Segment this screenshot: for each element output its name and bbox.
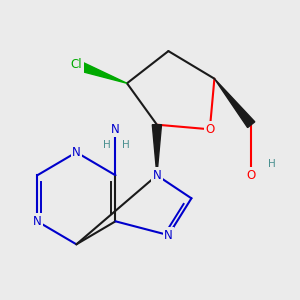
Polygon shape — [75, 60, 127, 83]
Text: N: N — [72, 146, 81, 159]
Polygon shape — [214, 79, 255, 128]
Text: Cl: Cl — [70, 58, 82, 71]
Polygon shape — [152, 125, 161, 175]
Text: H: H — [122, 140, 130, 150]
Text: H: H — [103, 140, 111, 150]
Text: O: O — [247, 169, 256, 182]
Text: N: N — [164, 229, 173, 242]
Text: N: N — [111, 123, 120, 136]
Text: O: O — [205, 123, 214, 136]
Text: N: N — [152, 169, 161, 182]
Text: N: N — [33, 215, 42, 228]
Text: H: H — [268, 159, 276, 169]
